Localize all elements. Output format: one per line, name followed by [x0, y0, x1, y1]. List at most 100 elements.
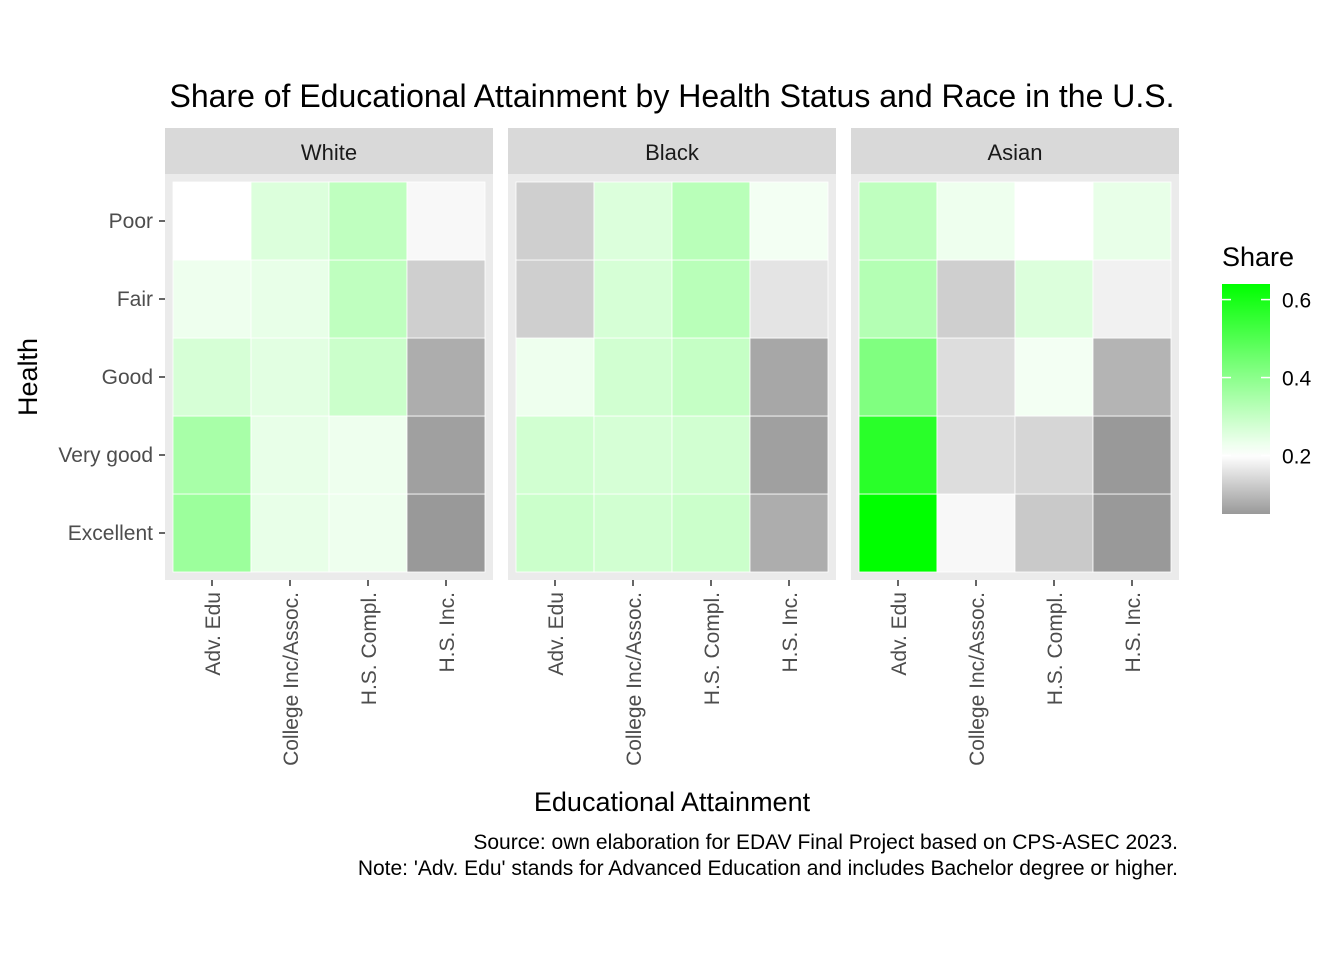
heatmap-tile: Asian / Excellent / College Inc/Assoc.: … [936, 493, 1016, 573]
facet-strip [851, 128, 1179, 174]
heatmap-tile: White / Very good / H.S. Compl.: 0.23 [328, 415, 408, 495]
heatmap-tile: White / Very good / College Inc/Assoc.: … [250, 415, 330, 495]
heatmap-tile: White / Fair / H.S. Inc.: 0.13 [406, 259, 486, 339]
x-tick-label: H.S. Inc. [779, 592, 802, 673]
heatmap-tile: Asian / Poor / H.S. Compl.: 0.2 [1014, 181, 1094, 261]
y-tick-label: Excellent [68, 522, 153, 545]
legend-title: Share [1222, 242, 1294, 272]
x-tick-label: Adv. Edu [202, 592, 225, 676]
x-tick-label: Adv. Edu [888, 592, 911, 676]
facet-panel-black: BlackBlack / Excellent / Adv. Edu: 0.29B… [508, 128, 836, 766]
facet-panel-white: WhiteWhite / Excellent / Adv. Edu: 0.37W… [165, 128, 493, 766]
heatmap-tile: Black / Poor / Adv. Edu: 0.13 [515, 181, 595, 261]
legend-tick-label: 0.4 [1282, 368, 1312, 391]
chart-title: Share of Educational Attainment by Healt… [169, 78, 1174, 114]
heatmap-tile: Asian / Good / H.S. Compl.: 0.22 [1014, 337, 1094, 417]
heatmap-tile: White / Poor / Adv. Edu: 0.2 [172, 181, 252, 261]
heatmap-tile: White / Excellent / College Inc/Assoc.: … [250, 493, 330, 573]
x-tick-label: College Inc/Assoc. [623, 592, 646, 766]
heatmap-tile: Asian / Very good / H.S. Compl.: 0.14 [1014, 415, 1094, 495]
y-tick-label: Very good [58, 444, 153, 467]
heatmap-tile: Asian / Very good / Adv. Edu: 0.57 [858, 415, 938, 495]
heatmap-tile: Black / Good / Adv. Edu: 0.23 [515, 337, 595, 417]
heatmap-tile: Black / Excellent / College Inc/Assoc.: … [593, 493, 673, 573]
heatmap-tile: Asian / Fair / H.S. Inc.: 0.18 [1092, 259, 1172, 339]
heatmap-tile: Black / Poor / H.S. Inc.: 0.22 [749, 181, 829, 261]
heatmap-tile: White / Poor / H.S. Inc.: 0.19 [406, 181, 486, 261]
heatmap-tile: Black / Fair / H.S. Inc.: 0.16 [749, 259, 829, 339]
heatmap-tile: Black / Poor / H.S. Compl.: 0.32 [671, 181, 751, 261]
x-axis-title: Educational Attainment [534, 787, 811, 817]
x-tick-label: College Inc/Assoc. [966, 592, 989, 766]
heatmap-tile: Black / Excellent / H.S. Compl.: 0.29 [671, 493, 751, 573]
x-tick-label: H.S. Compl. [358, 592, 381, 705]
y-tick-label: Fair [117, 288, 153, 311]
heatmap-tile: Asian / Good / Adv. Edu: 0.42 [858, 337, 938, 417]
heatmap-tile: Asian / Excellent / Adv. Edu: 0.64 [858, 493, 938, 573]
facet-strip [165, 128, 493, 174]
heatmap-tile: White / Excellent / H.S. Compl.: 0.23 [328, 493, 408, 573]
heatmap-tile: Black / Very good / H.S. Inc.: 0.06 [749, 415, 829, 495]
heatmap-tile: Black / Very good / H.S. Compl.: 0.28 [671, 415, 751, 495]
heatmap-tile: Black / Good / H.S. Inc.: 0.07 [749, 337, 829, 417]
heatmap-tile: Black / Very good / Adv. Edu: 0.28 [515, 415, 595, 495]
heatmap-tile: Asian / Poor / College Inc/Assoc.: 0.23 [936, 181, 1016, 261]
heatmap-tile: White / Excellent / H.S. Inc.: 0.05 [406, 493, 486, 573]
y-axis: Excellent Very good Good Fair Poor [58, 210, 165, 545]
heatmap-tile: Asian / Fair / Adv. Edu: 0.33 [858, 259, 938, 339]
facet-strip-label: Black [645, 140, 700, 165]
heatmap-tile: White / Good / College Inc/Assoc.: 0.25 [250, 337, 330, 417]
heatmap-tile: Asian / Very good / College Inc/Assoc.: … [936, 415, 1016, 495]
y-tick-label: Good [102, 366, 153, 389]
x-tick-label: H.S. Compl. [701, 592, 724, 705]
heatmap-tile: Asian / Fair / H.S. Compl.: 0.26 [1014, 259, 1094, 339]
heatmap-tile: Asian / Good / College Inc/Assoc.: 0.15 [936, 337, 1016, 417]
facet-strip [508, 128, 836, 174]
legend-tick-label: 0.2 [1282, 446, 1311, 469]
heatmap-tile: Asian / Excellent / H.S. Compl.: 0.12 [1014, 493, 1094, 573]
heatmap-tile: White / Fair / Adv. Edu: 0.23 [172, 259, 252, 339]
heatmap-tile: White / Good / H.S. Inc.: 0.08 [406, 337, 486, 417]
heatmap-tile: Asian / Very good / H.S. Inc.: 0.05 [1092, 415, 1172, 495]
heatmap-tile: Black / Fair / H.S. Compl.: 0.32 [671, 259, 751, 339]
x-tick-label: H.S. Inc. [1122, 592, 1145, 673]
x-tick-label: College Inc/Assoc. [280, 592, 303, 766]
x-tick-label: H.S. Inc. [436, 592, 459, 673]
legend-tick-label: 0.6 [1282, 290, 1311, 313]
heatmap-tile: Black / Poor / College Inc/Assoc.: 0.26 [593, 181, 673, 261]
heatmap-tile: White / Very good / Adv. Edu: 0.35 [172, 415, 252, 495]
heatmap-tile: Asian / Fair / College Inc/Assoc.: 0.13 [936, 259, 1016, 339]
facet-strip-label: White [301, 140, 357, 165]
x-tick-label: Adv. Edu [545, 592, 568, 676]
caption-note: Note: 'Adv. Edu' stands for Advanced Edu… [358, 857, 1178, 880]
heatmap-tile: White / Fair / College Inc/Assoc.: 0.24 [250, 259, 330, 339]
heatmap-tile: Asian / Poor / Adv. Edu: 0.31 [858, 181, 938, 261]
heatmap-tile: Black / Excellent / H.S. Inc.: 0.08 [749, 493, 829, 573]
facet-panels: WhiteWhite / Excellent / Adv. Edu: 0.37W… [165, 128, 1179, 766]
heatmap-tile: Black / Very good / College Inc/Assoc.: … [593, 415, 673, 495]
heatmap-tile: Black / Fair / College Inc/Assoc.: 0.27 [593, 259, 673, 339]
color-legend: Share 0.2 0.4 0.6 [1222, 242, 1312, 514]
heatmap-tile: White / Poor / H.S. Compl.: 0.31 [328, 181, 408, 261]
y-axis-title: Health [13, 338, 43, 416]
heatmap-tile: White / Excellent / Adv. Edu: 0.37 [172, 493, 252, 573]
legend-colorbar [1222, 284, 1270, 514]
caption-source: Source: own elaboration for EDAV Final P… [473, 831, 1178, 854]
facet-panel-asian: AsianAsian / Excellent / Adv. Edu: 0.64A… [851, 128, 1179, 766]
heatmap-tile: Black / Good / College Inc/Assoc.: 0.28 [593, 337, 673, 417]
heatmap-tile: Black / Excellent / Adv. Edu: 0.29 [515, 493, 595, 573]
heatmap-tile: White / Good / Adv. Edu: 0.27 [172, 337, 252, 417]
heatmap-tile: Black / Fair / Adv. Edu: 0.13 [515, 259, 595, 339]
facet-strip-label: Asian [987, 140, 1042, 165]
y-tick-label: Poor [109, 210, 153, 233]
heatmap-tile: Asian / Good / H.S. Inc.: 0.09 [1092, 337, 1172, 417]
heatmap-tile: Asian / Excellent / H.S. Inc.: 0.05 [1092, 493, 1172, 573]
heatmap-tile: Black / Good / H.S. Compl.: 0.3 [671, 337, 751, 417]
heatmap-tile: White / Poor / College Inc/Assoc.: 0.26 [250, 181, 330, 261]
heatmap-tile: White / Good / H.S. Compl.: 0.29 [328, 337, 408, 417]
heatmap-tile: White / Very good / H.S. Inc.: 0.06 [406, 415, 486, 495]
heatmap-tile: White / Fair / H.S. Compl.: 0.31 [328, 259, 408, 339]
x-tick-label: H.S. Compl. [1044, 592, 1067, 705]
heatmap-tile: Asian / Poor / H.S. Inc.: 0.24 [1092, 181, 1172, 261]
